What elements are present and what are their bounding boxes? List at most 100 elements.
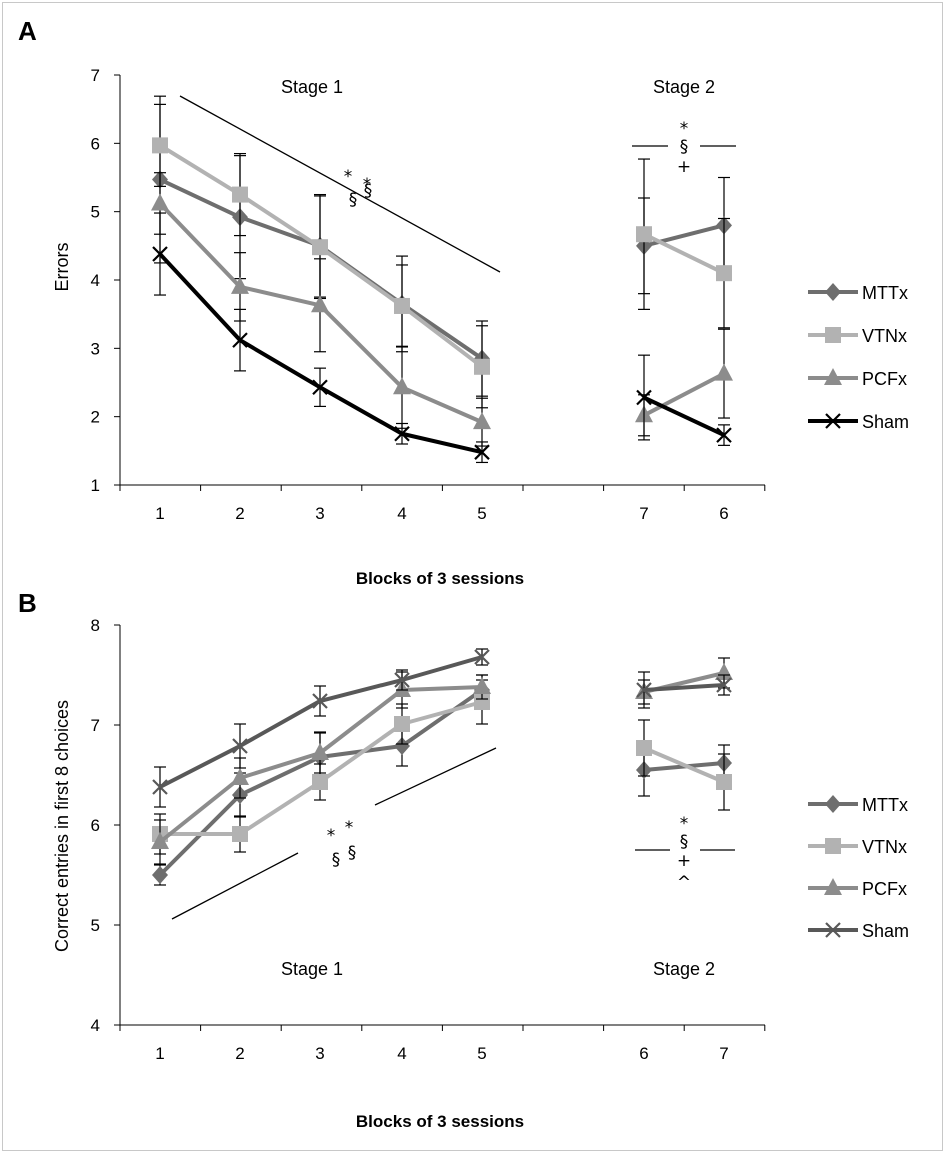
panel-a-trend-line	[179, 95, 501, 273]
panel-a-stage1-label: Stage 1	[281, 77, 343, 97]
data-point-pcfx	[151, 832, 169, 849]
panel-a-x-tick-label: 7	[639, 504, 648, 523]
data-point-vtnx	[636, 740, 652, 756]
panel-b-stage1-label: Stage 1	[281, 959, 343, 979]
legend-label-vtnx: VTNx	[862, 837, 907, 857]
legend-label-mttx: MTTx	[862, 283, 908, 303]
panel-b-x-axis-title: Blocks of 3 sessions	[356, 1112, 524, 1131]
panel-b-annotation-symbol: §	[332, 850, 341, 870]
series-line-vtnx-stage2	[643, 232, 725, 275]
panel-a-stage2-annotation: §	[680, 137, 689, 157]
panel-a-x-tick-label: 4	[397, 504, 406, 523]
legend-label-vtnx: VTNx	[862, 326, 907, 346]
legend-marker-sham	[825, 922, 841, 938]
panel-b-y-axis-title: Correct entries in first 8 choices	[52, 700, 72, 952]
data-point-sham	[474, 444, 490, 460]
legend-marker-pcfx	[824, 368, 842, 385]
series-line-pcfx-stage2	[643, 371, 725, 418]
panel-a-stage2-annotation: *	[680, 119, 689, 139]
data-point-pcfx	[715, 663, 733, 680]
panel-a-stage2-annotation: +	[677, 157, 691, 177]
panel-a-x-axis-title: Blocks of 3 sessions	[356, 569, 524, 588]
panel-a-y-tick-label: 6	[91, 134, 100, 153]
data-point-vtnx	[394, 297, 410, 314]
data-point-pcfx	[473, 412, 491, 430]
data-point-sham	[232, 332, 248, 348]
panel-a-y-tick-label: 5	[91, 203, 100, 222]
data-point-vtnx	[312, 774, 328, 790]
data-point-vtnx	[232, 826, 248, 842]
series-line-sham-stage1	[158, 252, 483, 455]
data-point-sham	[636, 682, 652, 698]
panel-a-x-tick-label: 6	[719, 504, 728, 523]
data-point-vtnx	[312, 239, 328, 256]
data-point-pcfx	[231, 276, 249, 294]
legend-marker-vtnx	[825, 838, 841, 854]
data-point-vtnx	[232, 186, 248, 203]
legend-marker-sham	[825, 413, 841, 429]
data-point-vtnx	[716, 774, 732, 790]
panel-b-x-tick-label: 4	[397, 1044, 406, 1063]
series-line-sham-stage2	[643, 683, 725, 692]
data-point-pcfx	[151, 193, 169, 211]
panel-b-x-tick-label: 5	[477, 1044, 486, 1063]
data-point-pcfx	[473, 677, 491, 694]
panel-a-y-tick-label: 3	[91, 339, 100, 358]
panel-b-trend-line-left	[171, 852, 299, 920]
series-line-vtnx-stage2	[643, 746, 725, 784]
panel-b-x-tick-label: 7	[719, 1044, 728, 1063]
data-point-pcfx	[311, 295, 329, 313]
panel-a-annotation-symbol: *	[363, 175, 372, 195]
legend-marker-pcfx	[824, 878, 842, 895]
panel-b-y-tick-label: 5	[91, 916, 100, 935]
panel-b-annotation-symbol: *	[345, 818, 354, 838]
legend-marker-mttx	[825, 795, 841, 813]
data-point-sham	[474, 649, 490, 665]
panel-letter-a: A	[18, 16, 37, 46]
panel-b-x-tick-label: 1	[155, 1044, 164, 1063]
data-point-sham	[232, 738, 248, 754]
data-point-sham	[394, 672, 410, 688]
panel-b-annotation-symbol: §	[348, 843, 357, 863]
series-line-sham-stage2	[643, 395, 725, 437]
data-point-vtnx	[636, 226, 652, 243]
panel-b-trend-line-right	[374, 747, 497, 806]
panel-b-x-tick-label: 6	[639, 1044, 648, 1063]
data-point-sham	[152, 779, 168, 795]
panel-b-y-tick-label: 7	[91, 716, 100, 735]
panel-b-y-tick-label: 8	[91, 616, 100, 635]
data-point-vtnx	[716, 265, 732, 282]
panel-a-x-tick-label: 1	[155, 504, 164, 523]
panel-b-stage2-annotation: §	[680, 832, 689, 852]
panel-b-stage2-annotation: +	[677, 851, 691, 871]
data-point-pcfx	[393, 377, 411, 395]
panel-b-y-tick-label: 4	[91, 1016, 100, 1035]
data-point-pcfx	[715, 363, 733, 381]
data-point-mttx	[394, 737, 410, 755]
panel-b-stage2-label: Stage 2	[653, 959, 715, 979]
panel-letter-b: B	[18, 588, 37, 618]
legend-label-sham: Sham	[862, 921, 909, 941]
data-point-mttx	[152, 866, 168, 884]
panel-a-y-tick-label: 1	[91, 476, 100, 495]
panel-a-annotation-symbol: §	[364, 181, 373, 201]
legend-label-pcfx: PCFx	[862, 369, 907, 389]
panel-b-y-tick-label: 6	[91, 816, 100, 835]
series-line-mttx-stage2	[643, 223, 725, 248]
data-point-vtnx	[152, 137, 168, 154]
data-point-sham	[716, 677, 732, 693]
data-point-vtnx	[394, 716, 410, 732]
panel-a-x-tick-label: 5	[477, 504, 486, 523]
data-point-sham	[312, 693, 328, 709]
panel-b-x-tick-label: 2	[235, 1044, 244, 1063]
data-point-sham	[636, 389, 652, 406]
panel-a-annotation-symbol: *	[344, 167, 353, 187]
panel-a-y-tick-label: 4	[91, 271, 100, 290]
panel-a-x-tick-label: 3	[315, 504, 324, 523]
legend-label-pcfx: PCFx	[862, 879, 907, 899]
data-point-sham	[152, 246, 168, 262]
data-point-vtnx	[474, 358, 490, 375]
panel-a-x-tick-label: 2	[235, 504, 244, 523]
